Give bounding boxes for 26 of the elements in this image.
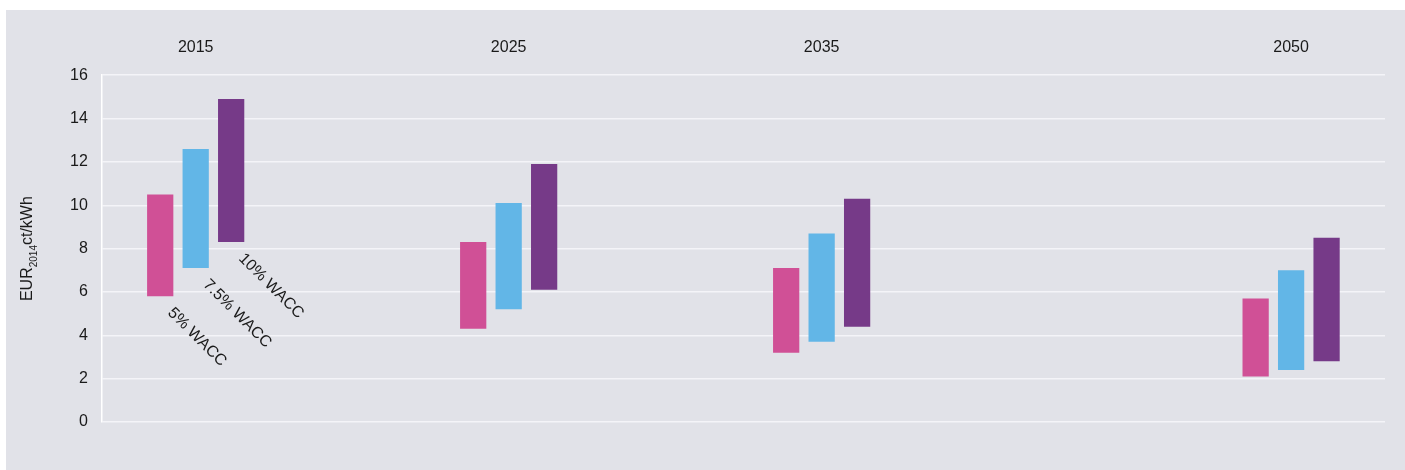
y-tick-label: 16 <box>70 65 88 83</box>
y-axis-title: EUR2014ct/kWh <box>18 196 39 302</box>
bar <box>147 194 174 297</box>
bar <box>531 164 558 290</box>
y-tick-label: 4 <box>78 325 88 343</box>
bar <box>1277 270 1305 370</box>
y-tick-label: 6 <box>78 282 88 300</box>
y-tick-label: 10 <box>70 195 88 213</box>
bar <box>1242 298 1269 377</box>
y-tick-label: 12 <box>70 152 88 170</box>
bar <box>495 203 522 310</box>
bar <box>808 233 835 342</box>
bar <box>218 99 245 243</box>
x-tick-label: 2050 <box>1273 38 1310 56</box>
bar <box>773 268 800 353</box>
x-tick-label: 2025 <box>490 38 527 56</box>
bar <box>1313 237 1340 362</box>
y-tick-label: 2 <box>78 369 88 387</box>
bar <box>182 148 209 269</box>
y-tick-label: 0 <box>78 412 88 430</box>
x-tick-label: 2035 <box>803 38 840 56</box>
bar <box>843 198 871 327</box>
y-tick-label: 14 <box>70 108 88 126</box>
y-tick-label: 8 <box>78 239 88 257</box>
bar <box>460 242 487 329</box>
x-tick-label: 2015 <box>177 38 214 56</box>
